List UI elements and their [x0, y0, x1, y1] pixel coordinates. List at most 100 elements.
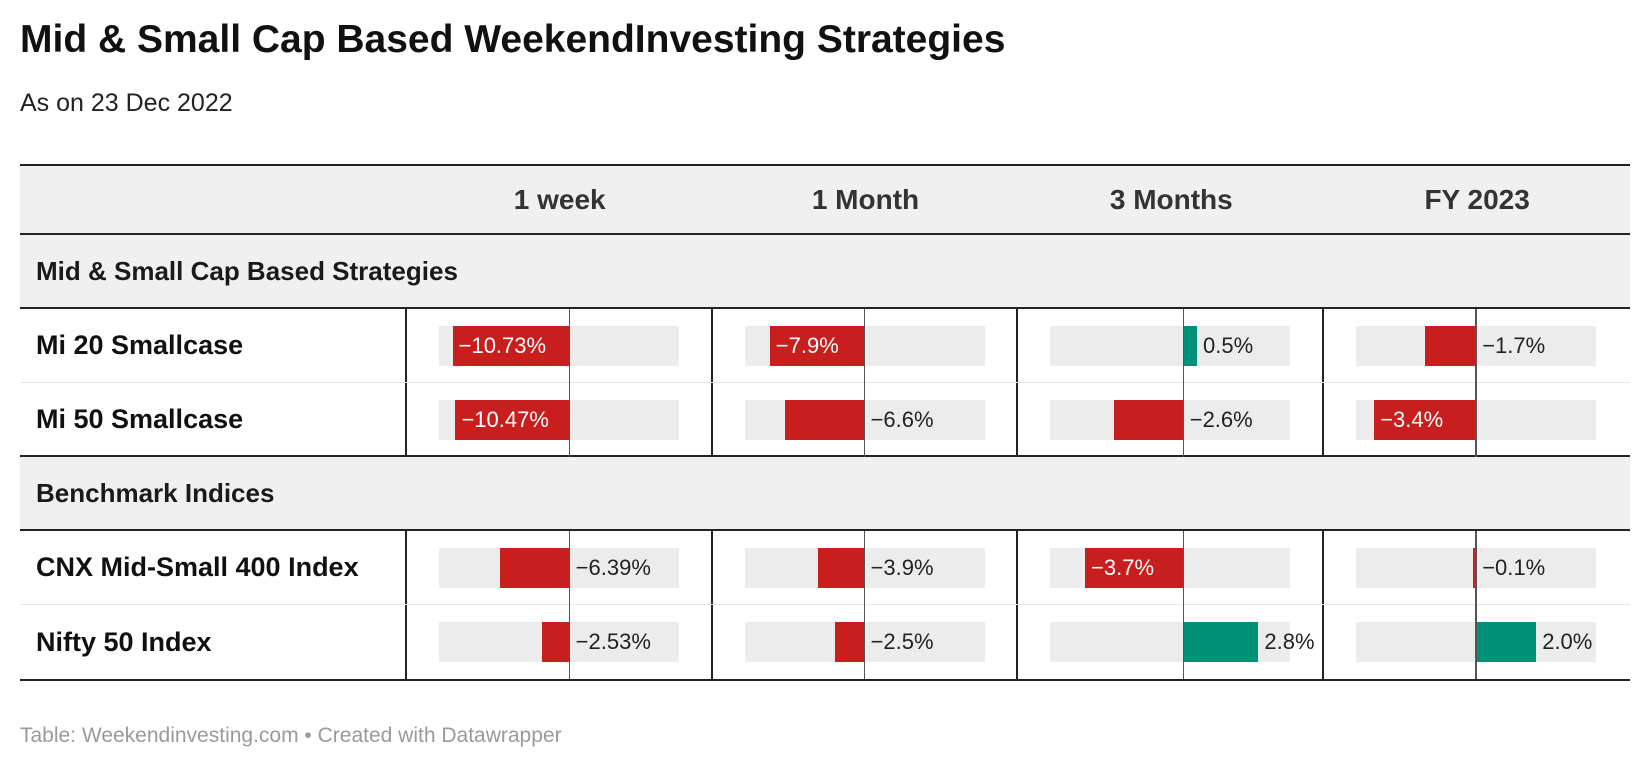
value-label: −7.9% — [775, 333, 839, 358]
source-footer: Table: Weekendinvesting.com • Created wi… — [20, 724, 562, 747]
zero-line — [568, 309, 571, 383]
zero-line — [1182, 531, 1185, 605]
value-label: −2.53% — [575, 629, 651, 654]
bar-track: 2.0% — [1356, 605, 1597, 679]
value-bar — [1114, 400, 1184, 440]
value-bar — [1085, 548, 1184, 588]
value-cell-3-months: 0.5% — [1018, 309, 1325, 383]
row-label: Mi 20 Smallcase — [20, 309, 407, 382]
bar-track: 0.5% — [1050, 309, 1291, 383]
bar-track: 2.8% — [1050, 605, 1315, 679]
section-header: Mid & Small Cap Based Strategies — [20, 235, 1630, 309]
table-header-row: 1 week 1 Month 3 Months FY 2023 — [20, 166, 1630, 235]
value-label: −2.5% — [870, 629, 934, 654]
row-label: CNX Mid-Small 400 Index — [20, 531, 407, 604]
bar-track: −1.7% — [1356, 309, 1597, 383]
value-cell-fy-2023: −3.4% — [1324, 383, 1630, 457]
value-cell-1-month: −6.6% — [713, 383, 1019, 457]
bar-track: −2.5% — [744, 605, 985, 679]
value-bar — [542, 622, 570, 662]
data-table: 1 week 1 Month 3 Months FY 2023 Mid & Sm… — [20, 164, 1630, 681]
value-cell-fy-2023: −0.1% — [1324, 531, 1630, 605]
chart-subtitle: As on 23 Dec 2022 — [20, 89, 233, 117]
column-header-fy-2023[interactable]: FY 2023 — [1424, 183, 1530, 215]
value-label: −3.7% — [1091, 555, 1155, 580]
zero-line — [863, 605, 866, 679]
value-cell-3-months: −3.7% — [1018, 531, 1325, 605]
bar-track: −0.1% — [1356, 531, 1597, 605]
column-header-1-week[interactable]: 1 week — [513, 183, 606, 215]
table-body: Mid & Small Cap Based Strategies Mi 20 Sm… — [20, 235, 1630, 679]
value-label: −0.1% — [1482, 555, 1546, 580]
table-row: Mi 50 Smallcase −10.47% −6.6% −2.6% −3.4% — [20, 383, 1630, 457]
row-label: Nifty 50 Index — [20, 605, 407, 679]
bar-track: −3.7% — [1050, 531, 1291, 605]
bar-track: −6.39% — [438, 531, 679, 605]
bar-track: −3.9% — [744, 531, 985, 605]
value-bar — [1476, 622, 1537, 662]
bar-track: −2.6% — [1050, 383, 1291, 457]
header-label-spacer — [20, 166, 407, 233]
value-bar — [1425, 326, 1477, 366]
zero-line — [568, 531, 571, 605]
zero-line — [863, 531, 866, 605]
table-row: CNX Mid-Small 400 Index −6.39% −3.9% −3.7% −… — [20, 531, 1630, 605]
bar-track: −10.73% — [438, 309, 679, 383]
zero-line — [863, 309, 866, 383]
value-cell-fy-2023: 2.0% — [1324, 605, 1630, 679]
value-label: −10.73% — [458, 333, 547, 358]
table-row: Mi 20 Smallcase −10.73% −7.9% 0.5% −1.7% — [20, 309, 1630, 383]
value-label: −3.4% — [1380, 407, 1444, 432]
zero-line — [568, 605, 571, 679]
value-cell-1-week: −10.47% — [407, 383, 713, 457]
zero-line — [1182, 383, 1185, 457]
value-bar — [817, 548, 865, 588]
bar-track: −7.9% — [744, 309, 985, 383]
value-label: 2.0% — [1542, 629, 1593, 654]
value-bar — [452, 326, 570, 366]
bar-track: −10.47% — [438, 383, 679, 457]
bar-track: −3.4% — [1356, 383, 1597, 457]
bar-track: −2.53% — [438, 605, 679, 679]
value-cell-3-months: −2.6% — [1018, 383, 1325, 457]
value-label: −3.9% — [870, 555, 934, 580]
value-cell-fy-2023: −1.7% — [1324, 309, 1630, 383]
value-label: −10.47% — [461, 407, 549, 432]
zero-line — [1475, 309, 1477, 383]
value-label: −6.39% — [575, 555, 651, 580]
value-cell-3-months: 2.8% — [1018, 605, 1325, 679]
value-cell-1-week: −2.53% — [407, 605, 713, 679]
value-label: −1.7% — [1482, 333, 1546, 358]
column-header-3-months[interactable]: 3 Months — [1109, 183, 1233, 215]
value-cell-1-week: −6.39% — [407, 531, 713, 605]
zero-line — [863, 383, 866, 457]
value-bar — [785, 400, 865, 440]
zero-line — [1475, 531, 1477, 605]
chart-title: Mid & Small Cap Based WeekendInvesting S… — [20, 18, 1006, 61]
value-bar — [1183, 622, 1259, 662]
value-cell-1-week: −10.73% — [407, 309, 713, 383]
value-bar — [1374, 400, 1477, 440]
value-cell-1-month: −3.9% — [713, 531, 1019, 605]
zero-line — [1182, 605, 1185, 679]
table-row: Nifty 50 Index −2.53% −2.5% 2.8% 2.0% — [20, 605, 1630, 679]
value-label: 0.5% — [1203, 333, 1254, 358]
column-header-1-month[interactable]: 1 Month — [811, 183, 920, 215]
zero-line — [568, 383, 571, 457]
value-label: −2.6% — [1189, 407, 1253, 432]
value-bar — [1473, 548, 1477, 588]
value-cell-1-month: −2.5% — [713, 605, 1019, 679]
value-cell-1-month: −7.9% — [713, 309, 1019, 383]
value-bar — [834, 622, 865, 662]
zero-line — [1475, 605, 1477, 679]
value-bar — [1183, 326, 1198, 366]
section-header: Benchmark Indices — [20, 457, 1630, 531]
zero-line — [1475, 383, 1477, 457]
value-bar — [769, 326, 865, 366]
row-label: Mi 50 Smallcase — [20, 383, 407, 455]
value-label: 2.8% — [1264, 629, 1315, 654]
value-bar — [499, 548, 570, 588]
zero-line — [1182, 309, 1185, 383]
value-label: −6.6% — [870, 407, 934, 432]
value-bar — [455, 400, 570, 440]
